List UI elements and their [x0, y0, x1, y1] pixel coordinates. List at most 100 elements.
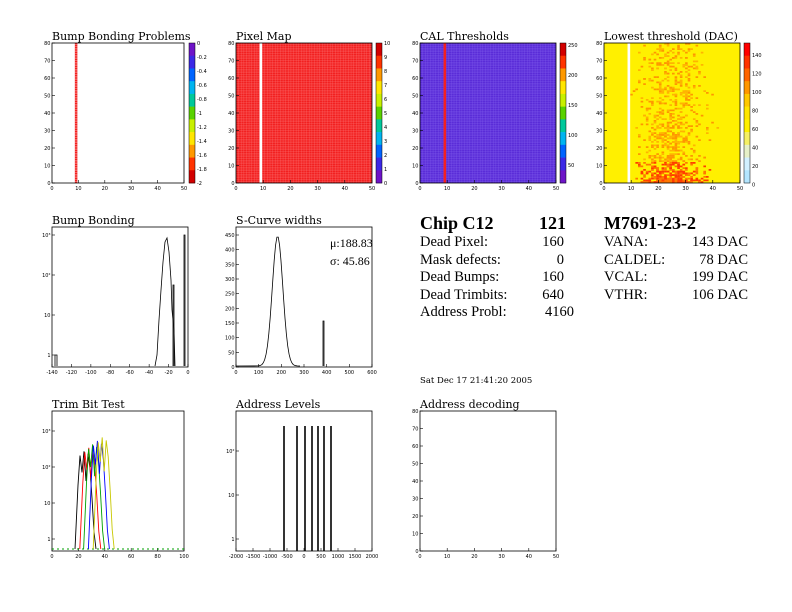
- address-decoding-xtick-label: 0: [418, 554, 421, 560]
- lowest-threshold-cell: [664, 86, 667, 89]
- lowest-threshold-cell: [687, 50, 691, 52]
- lowest-threshold-cell: [669, 69, 672, 71]
- lowest-threshold-cell: [690, 109, 693, 112]
- lowest-threshold-cell: [695, 177, 699, 180]
- lowest-threshold-cell: [687, 90, 691, 92]
- lowest-threshold-cell: [648, 65, 652, 68]
- lowest-threshold-cell: [666, 72, 670, 75]
- lowest-threshold-cell: [640, 172, 644, 175]
- lowest-threshold-cell: [687, 92, 691, 94]
- lowest-threshold-cell: [640, 97, 644, 99]
- scurve-xtick-label: 300: [299, 370, 309, 376]
- lowest-threshold-cell: [645, 118, 649, 120]
- address-levels-xtick-label: 0: [302, 554, 305, 560]
- lowest-threshold-cell: [679, 83, 683, 85]
- lowest-threshold-cell: [685, 97, 688, 99]
- lowest-threshold-cell: [651, 67, 654, 70]
- lowest-threshold-cell: [698, 181, 701, 183]
- lowest-threshold-cell: [677, 146, 680, 148]
- lowest-threshold-cell: [679, 169, 683, 171]
- lowest-threshold-cell: [666, 92, 670, 94]
- trim-bit-frame: [51, 410, 185, 552]
- pixel-map-xtick-label: 20: [287, 186, 293, 192]
- lowest-threshold-cell: [658, 57, 662, 59]
- module-info: M7691-23-2 VANA: 143 DAC CALDEL: 78 DAC VC…: [604, 212, 752, 304]
- lowest-threshold-cell: [656, 100, 659, 103]
- address-decoding-ytick-label: 40: [412, 479, 418, 485]
- lowest-threshold-cell: [692, 118, 696, 120]
- pixel-map-xtick-label: 40: [342, 186, 348, 192]
- lowest-threshold-cell: [672, 149, 675, 152]
- lowest-threshold-cell: [638, 153, 641, 155]
- lowest-threshold-cell: [645, 151, 649, 154]
- cal-thresholds-palette-band: [560, 170, 566, 184]
- lowest-threshold-cell: [669, 130, 672, 133]
- address-decoding-ytick-label: 10: [412, 532, 418, 538]
- bump-bonding-ytick-label: 10²: [42, 273, 50, 279]
- lowest-threshold-cell: [638, 81, 641, 84]
- lowest-threshold-cell: [679, 81, 683, 84]
- lowest-threshold-cell: [672, 153, 675, 155]
- address-levels-xtick-label: 500: [316, 554, 326, 560]
- address-decoding-ytick-label: 20: [412, 514, 418, 520]
- lowest-threshold-xtick-label: 40: [710, 186, 716, 192]
- lowest-threshold-cell: [664, 176, 667, 178]
- lowest-threshold-cell: [679, 165, 683, 168]
- lowest-threshold-cell: [656, 118, 659, 120]
- lowest-threshold-cell: [669, 153, 672, 155]
- lowest-threshold-cell: [685, 127, 688, 129]
- bump-bonding-ytick-label: 10³: [42, 233, 50, 239]
- cal-thresholds-title: CAL Thresholds: [420, 30, 509, 43]
- lowest-threshold-cell: [706, 176, 709, 178]
- lowest-threshold-cell: [666, 79, 670, 82]
- lowest-threshold-cell: [658, 116, 662, 119]
- cal-thresholds-ytick-label: 60: [412, 76, 418, 82]
- lowest-threshold-cell: [700, 64, 704, 66]
- pixel-map-palette-band: [376, 132, 382, 146]
- chip-number: 121: [539, 213, 566, 233]
- pixel-map-empty-column: [259, 43, 263, 183]
- lowest-threshold-cell: [677, 107, 680, 110]
- lowest-threshold-cell: [695, 158, 699, 161]
- lowest-threshold-cell: [653, 139, 657, 141]
- cal-thresholds-palette-band: [560, 132, 566, 146]
- bump-bonding-spike: [172, 284, 175, 366]
- lowest-threshold-cell: [658, 83, 662, 85]
- lowest-threshold-cell: [677, 181, 680, 183]
- bump-bonding-frame: [51, 226, 189, 368]
- address-levels-xtick-label: -1500: [246, 554, 261, 560]
- address-decoding-xtick-label: 40: [526, 554, 532, 560]
- lowest-threshold-cell: [666, 127, 670, 129]
- lowest-threshold-cell: [687, 69, 691, 71]
- address-levels-xtick-label: -500: [281, 554, 292, 560]
- lowest-threshold-cell: [677, 44, 680, 47]
- lowest-threshold-cell: [643, 114, 646, 117]
- lowest-threshold-cell: [679, 79, 683, 82]
- scurve-ytick-label: 100: [225, 336, 235, 342]
- lowest-threshold-cell: [669, 176, 672, 178]
- lowest-threshold-cell: [692, 86, 696, 89]
- scurve-ytick-label: 450: [225, 233, 235, 239]
- lowest-threshold-palette-band: [744, 170, 750, 184]
- lowest-threshold-cell: [685, 62, 688, 64]
- lowest-threshold-cell: [685, 167, 688, 169]
- lowest-threshold-cell: [669, 158, 672, 161]
- lowest-threshold-cell: [685, 172, 688, 175]
- pixel-map-ytick-label: 80: [228, 41, 234, 47]
- lowest-threshold-cell: [651, 169, 654, 171]
- lowest-threshold-cell: [685, 85, 688, 87]
- lowest-threshold-cell: [679, 172, 683, 175]
- pixel-map-palette-band: [376, 43, 382, 57]
- lowest-threshold-cell: [666, 146, 670, 148]
- lowest-threshold-cell: [672, 72, 675, 75]
- lowest-threshold-cell: [692, 179, 696, 182]
- bump-problems-palette-label: -2: [197, 181, 202, 187]
- lowest-threshold-cell: [669, 65, 672, 68]
- lowest-threshold-cell: [656, 111, 659, 113]
- lowest-threshold-cell: [661, 113, 665, 115]
- lowest-threshold-cell: [661, 118, 665, 120]
- lowest-threshold-cell: [690, 163, 693, 166]
- lowest-threshold-cell: [658, 177, 662, 180]
- lowest-threshold-cell: [669, 86, 672, 89]
- bump-problems-palette-frame: [188, 42, 196, 184]
